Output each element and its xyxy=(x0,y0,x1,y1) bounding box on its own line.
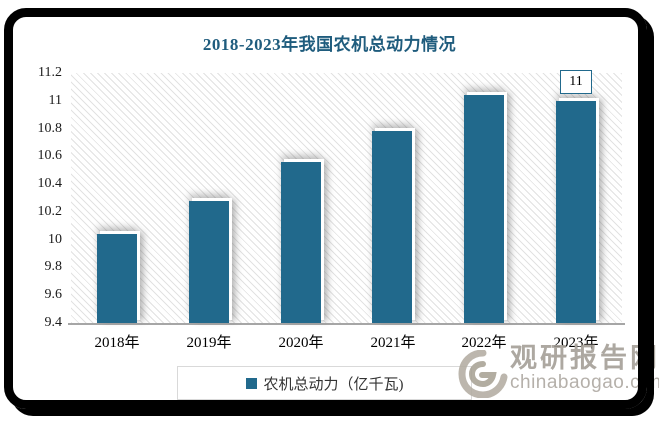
y-axis-tick-label: 10.8 xyxy=(37,120,63,136)
y-axis-tick-label: 9.8 xyxy=(44,259,63,275)
bar xyxy=(556,101,596,323)
x-axis-tick-label: 2021年 xyxy=(370,335,416,351)
bar xyxy=(189,201,229,323)
legend-box: 农机总动力（亿千瓦) xyxy=(177,366,472,400)
plot-area xyxy=(71,73,622,323)
x-axis-tick-label: 2022年 xyxy=(461,335,507,351)
x-axis-tick-label: 2023年 xyxy=(553,335,599,351)
y-axis-tick-label: 10 xyxy=(48,231,62,247)
bar xyxy=(464,95,504,323)
legend-marker-icon xyxy=(245,377,257,389)
bar xyxy=(97,234,137,323)
x-axis-tick-label: 2020年 xyxy=(278,335,324,351)
x-axis-tick-label: 2018年 xyxy=(94,335,140,351)
bar xyxy=(372,131,412,323)
y-axis-tick-label: 9.4 xyxy=(44,315,63,330)
y-axis-tick-label: 10.6 xyxy=(37,148,63,164)
y-axis-tick-label: 9.6 xyxy=(44,287,63,303)
bar xyxy=(281,162,321,323)
y-axis-tick-label: 11.2 xyxy=(38,65,62,80)
y-axis-tick-label: 10.4 xyxy=(37,176,63,192)
x-axis-tick-label: 2019年 xyxy=(186,335,232,351)
watermark-domain: chinabaogao.com xyxy=(510,372,659,393)
x-axis-line xyxy=(68,323,625,325)
y-axis-tick-label: 10.2 xyxy=(37,203,63,219)
y-axis-tick-label: 11 xyxy=(48,92,62,108)
watermark: 观研报告网 chinabaogao.com xyxy=(458,344,659,398)
data-label-box: 11 xyxy=(560,70,592,94)
legend-label: 农机总动力（亿千瓦) xyxy=(263,376,404,393)
chart-title: 2018-2023年我国农机总动力情况 xyxy=(202,35,457,54)
